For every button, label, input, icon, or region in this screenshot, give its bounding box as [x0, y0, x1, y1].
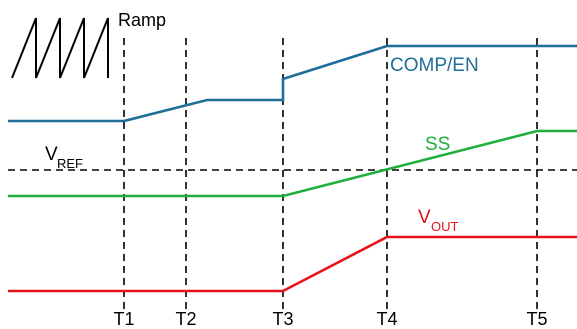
- vref-label: V REF: [45, 144, 83, 171]
- vref-label-main: V: [45, 144, 58, 165]
- time-guides: [123, 38, 538, 310]
- ss-label: SS: [425, 134, 450, 155]
- comp-en-label: COMP/EN: [390, 55, 479, 76]
- ss-trace: [8, 129, 577, 198]
- time-marker-t5: T5: [526, 309, 547, 329]
- comp-en-trace: [8, 44, 577, 123]
- time-marker-t2: T2: [175, 309, 196, 329]
- vref-label-subscript: REF: [57, 156, 83, 171]
- time-marker-t1: T1: [113, 309, 134, 329]
- vout-label-main: V: [418, 207, 431, 228]
- ramp-label: Ramp: [118, 10, 166, 30]
- ramp-sawtooth: [11, 17, 109, 79]
- time-marker-t3: T3: [272, 309, 293, 329]
- time-marker-t4: T4: [376, 309, 397, 329]
- vout-label-subscript: OUT: [431, 219, 459, 234]
- time-markers: T1 T2 T3 T4 T5: [113, 309, 547, 329]
- vout-label: V OUT: [418, 207, 459, 234]
- vout-trace: [8, 235, 577, 293]
